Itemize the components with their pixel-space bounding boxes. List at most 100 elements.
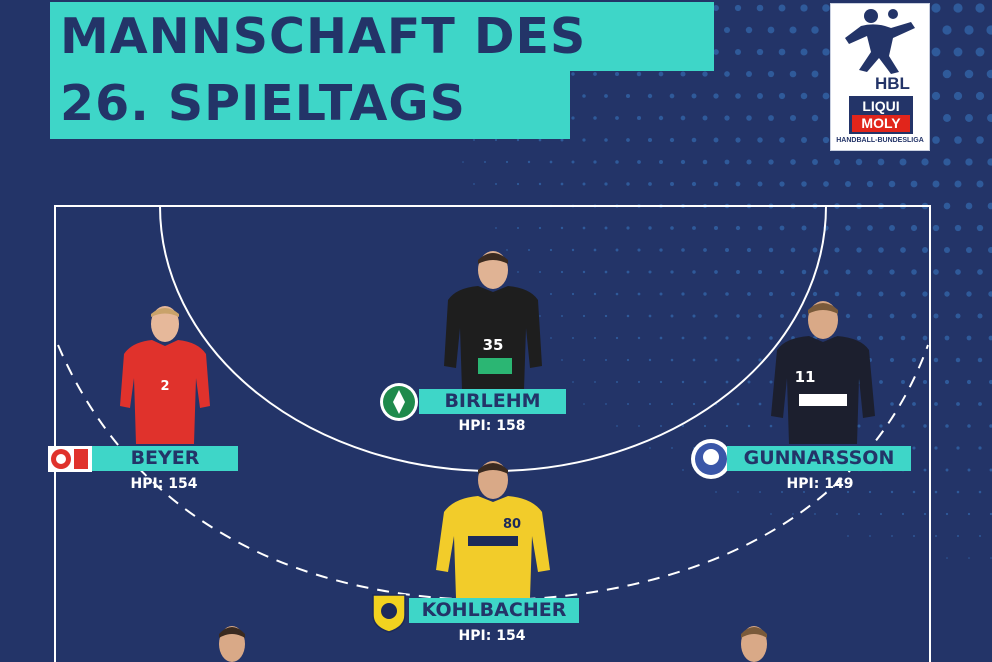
background-dot <box>681 424 685 428</box>
background-dot <box>979 535 981 537</box>
background-dot <box>702 115 708 121</box>
background-dot <box>986 25 992 35</box>
background-dot <box>987 202 992 210</box>
background-dot <box>879 512 883 516</box>
background-dot <box>910 180 918 188</box>
background-dot <box>986 69 992 79</box>
background-dot <box>713 5 719 11</box>
background-dot <box>494 138 498 142</box>
jersey-number-birlehm: 35 <box>483 336 504 354</box>
background-dot <box>593 336 597 340</box>
page-title-line-1: MANNSCHAFT DES <box>50 2 714 71</box>
background-dot <box>901 512 905 516</box>
background-dot <box>855 158 863 166</box>
background-dot <box>560 182 564 186</box>
background-dot <box>724 71 730 77</box>
background-dot <box>506 249 508 251</box>
background-dot <box>846 490 850 494</box>
jersey-number-beyer: 2 <box>160 379 169 394</box>
background-dot <box>680 115 686 121</box>
background-dot <box>604 182 608 186</box>
background-dot <box>495 183 497 185</box>
background-dot <box>867 225 873 231</box>
background-dot <box>922 335 928 341</box>
background-dot <box>626 314 630 318</box>
background-dot <box>945 512 949 516</box>
background-dot <box>944 291 950 297</box>
background-dot <box>778 4 786 12</box>
background-dot <box>539 315 541 317</box>
background-dot <box>967 424 971 428</box>
background-dot <box>757 181 763 187</box>
background-dot <box>692 270 696 274</box>
background-dot <box>625 93 631 99</box>
background-dot <box>779 137 785 143</box>
player-points-birlehm: HPI: 158 <box>458 418 526 434</box>
league-name: HANDBALL-BUNDESLIGA <box>836 137 924 144</box>
background-dot <box>670 226 674 230</box>
player-points-beyer: HPI: 154 <box>130 476 198 492</box>
background-dot <box>561 315 563 317</box>
background-dot <box>747 336 751 340</box>
background-dot <box>560 226 564 230</box>
background-dot <box>582 182 586 186</box>
background-dot <box>723 26 731 34</box>
background-dot <box>637 336 641 340</box>
background-dot <box>583 359 585 361</box>
background-dot <box>736 402 740 406</box>
background-dot <box>638 425 640 427</box>
background-dot <box>822 136 830 144</box>
background-dot <box>648 182 652 186</box>
background-dot <box>757 93 763 99</box>
background-dot <box>975 91 985 101</box>
background-dot <box>462 161 464 163</box>
background-dot <box>912 446 916 450</box>
background-dot <box>891 535 893 537</box>
background-dot <box>943 202 951 210</box>
background-dot <box>747 292 751 296</box>
background-dot <box>759 491 761 493</box>
background-dot <box>780 314 784 318</box>
background-dot <box>747 424 751 428</box>
background-dot <box>649 447 651 449</box>
background-dot <box>801 181 807 187</box>
background-dot <box>956 402 960 406</box>
background-dot <box>703 292 707 296</box>
background-dot <box>572 381 574 383</box>
logo-hbl-text: HBL <box>875 74 910 93</box>
background-dot <box>770 513 772 515</box>
background-dot <box>769 380 773 384</box>
background-dot <box>801 225 807 231</box>
background-dot <box>879 424 883 428</box>
background-dot <box>890 402 894 406</box>
background-dot <box>484 161 486 163</box>
background-dot <box>516 182 520 186</box>
background-dot <box>658 71 664 77</box>
background-dot <box>989 512 992 516</box>
background-dot <box>978 490 982 494</box>
background-dot <box>988 379 992 385</box>
background-dot <box>945 424 949 428</box>
background-dot <box>745 26 753 34</box>
background-dot <box>714 270 718 274</box>
background-dot <box>790 247 796 253</box>
player-name-kohlbacher: KOHLBACHER <box>409 598 579 623</box>
background-dot <box>910 224 918 232</box>
background-dot <box>792 513 794 515</box>
sponsor-bottom-text: MOLY <box>852 115 910 132</box>
background-dot <box>746 71 752 77</box>
background-dot <box>955 313 961 319</box>
background-dot <box>922 247 928 253</box>
background-dot <box>703 380 707 384</box>
background-dot <box>538 226 542 230</box>
background-dot <box>517 271 519 273</box>
background-dot <box>966 379 972 385</box>
background-dot <box>833 158 841 166</box>
background-dot <box>746 159 752 165</box>
background-dot <box>637 160 641 164</box>
background-dot <box>659 380 663 384</box>
background-dot <box>648 270 652 274</box>
background-dot <box>736 314 740 318</box>
background-dot <box>812 291 818 297</box>
background-dot <box>943 114 951 122</box>
